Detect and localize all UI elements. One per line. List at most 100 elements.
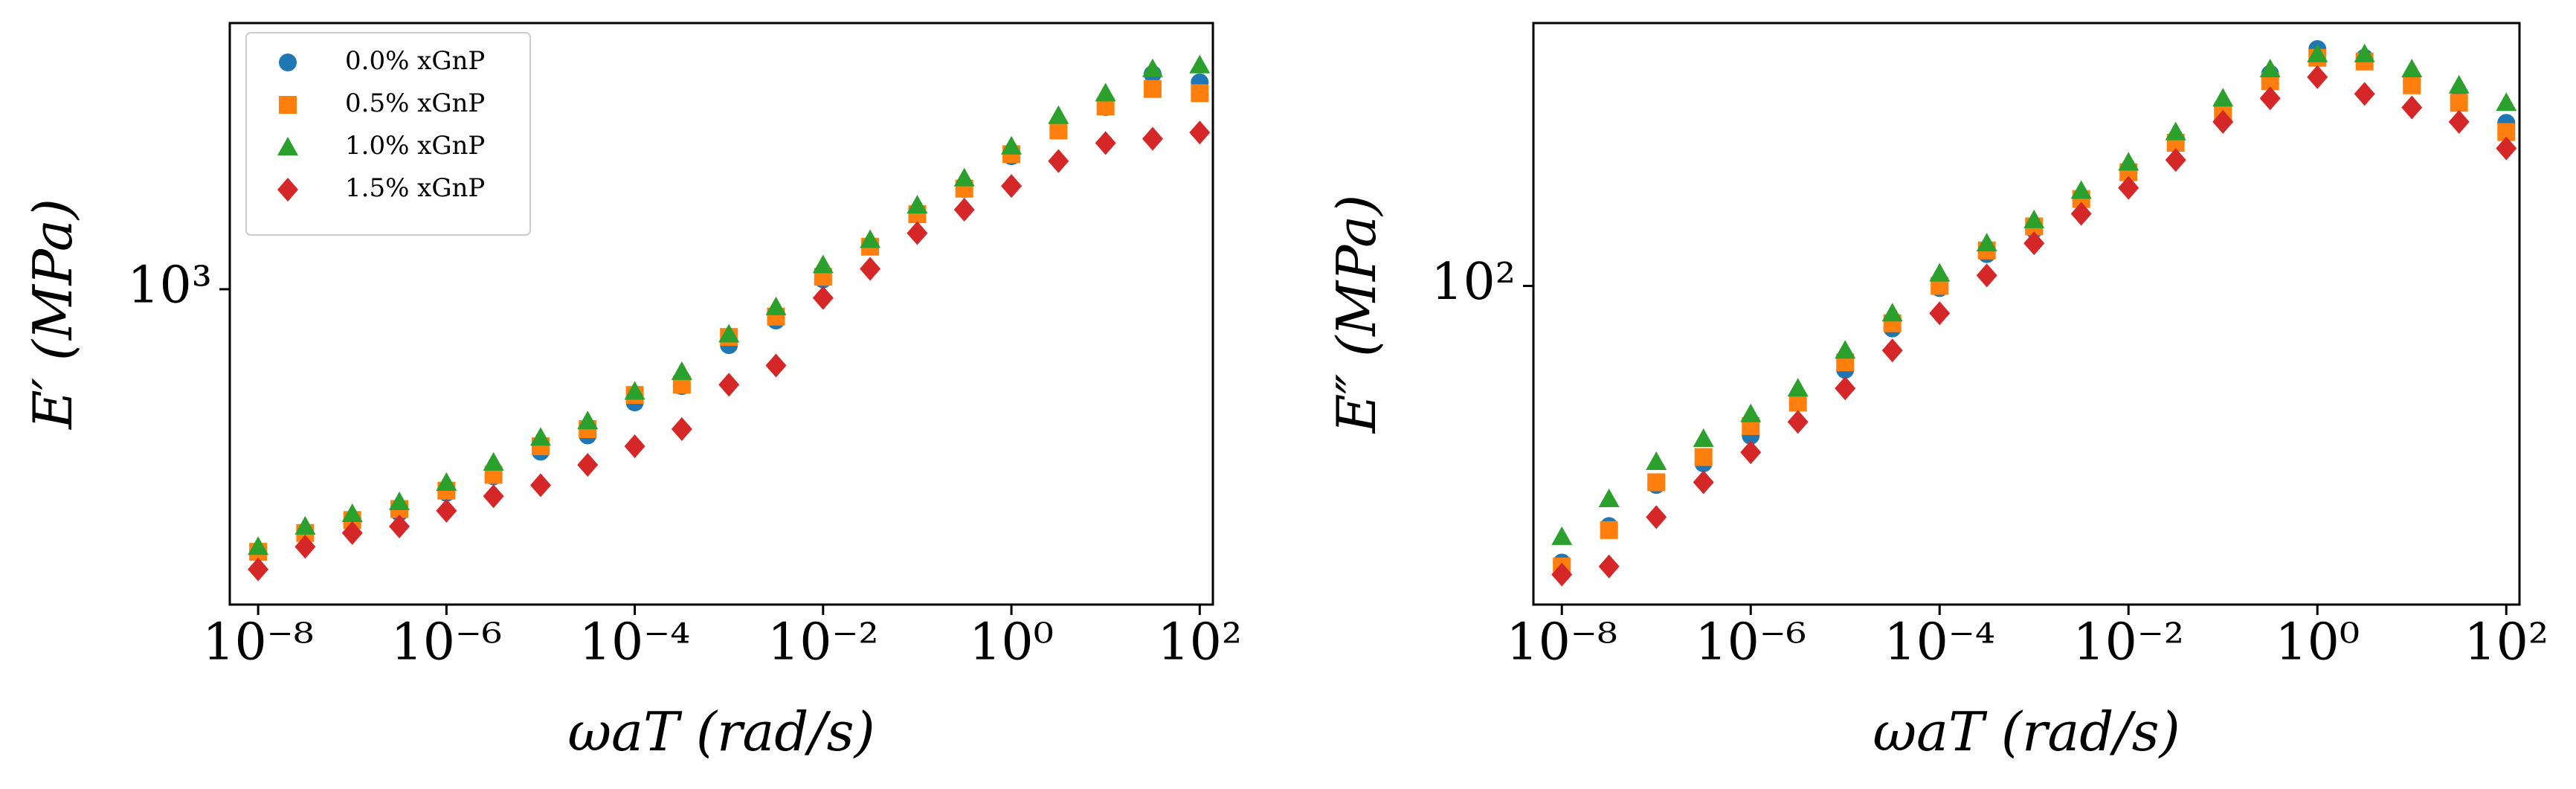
marker: [2354, 43, 2375, 62]
legend-label: 1.5% xGnP: [345, 173, 485, 203]
marker: [2212, 88, 2234, 107]
x-tick-label: 10⁻⁶: [391, 614, 503, 672]
marker: [2496, 92, 2517, 112]
marker: [860, 257, 881, 281]
x-tick-label: 10²: [2464, 614, 2548, 672]
marker: [718, 323, 740, 343]
marker: [577, 453, 599, 477]
marker: [671, 417, 692, 442]
marker: [2448, 109, 2470, 134]
marker: [907, 195, 928, 214]
marker: [294, 535, 316, 559]
marker: [2023, 209, 2045, 228]
marker: [2450, 94, 2468, 112]
marker: [1647, 473, 1666, 492]
marker: [2165, 148, 2186, 173]
marker: [277, 178, 298, 202]
marker: [341, 521, 363, 545]
marker: [436, 498, 457, 523]
marker: [389, 514, 410, 538]
y-axis-label: E″ (MPa): [1325, 195, 1388, 434]
marker: [1694, 448, 1713, 466]
marker: [1929, 263, 1951, 282]
x-tick-label: 10⁻⁸: [1506, 614, 1617, 672]
marker: [2496, 136, 2517, 161]
marker: [2401, 95, 2423, 120]
marker: [2403, 76, 2421, 94]
marker: [1600, 521, 1618, 539]
marker: [1142, 126, 1163, 151]
x-tick-label: 10⁻⁴: [1884, 614, 1995, 672]
plot-frame: [1532, 22, 2521, 606]
marker: [2118, 152, 2139, 171]
marker: [1646, 451, 1667, 471]
marker: [1881, 303, 1903, 322]
legend-label: 1.0% xGnP: [345, 131, 485, 161]
x-tick-label: 10²: [1157, 614, 1242, 672]
marker: [2307, 65, 2328, 89]
marker: [1049, 121, 1068, 140]
x-tick-label: 10⁻²: [2073, 614, 2184, 672]
marker: [2259, 58, 2281, 77]
marker: [718, 373, 740, 397]
marker: [248, 557, 269, 582]
marker: [765, 353, 787, 378]
marker: [1095, 83, 1116, 102]
marker: [2307, 43, 2328, 62]
marker: [1976, 233, 1997, 252]
marker: [671, 361, 692, 380]
marker: [483, 484, 504, 509]
x-tick-label: 10⁻⁶: [1695, 614, 1806, 672]
marker: [248, 536, 269, 555]
marker: [2118, 175, 2139, 200]
y-tick-label: 10³: [127, 256, 212, 315]
legend-label: 0.0% xGnP: [345, 46, 485, 76]
marker: [953, 198, 975, 222]
marker: [1048, 105, 1069, 124]
marker: [1598, 488, 1620, 507]
marker: [1740, 403, 1762, 422]
marker: [1189, 120, 1211, 145]
marker: [1001, 174, 1023, 199]
y-tick-label: 10²: [1431, 253, 1516, 312]
legend-label: 0.5% xGnP: [345, 88, 485, 118]
x-axis-label: ωaT (rad/s): [567, 701, 875, 763]
marker: [907, 221, 928, 245]
marker: [2212, 109, 2234, 134]
marker: [2070, 202, 2092, 226]
marker: [279, 96, 297, 114]
marker: [577, 410, 599, 430]
marker: [812, 286, 834, 310]
marker: [1835, 340, 1856, 359]
marker: [1646, 505, 1667, 529]
x-tick-label: 10⁻⁴: [579, 614, 691, 672]
marker: [1001, 135, 1023, 155]
marker: [2070, 180, 2092, 199]
marker: [1693, 428, 1714, 448]
marker: [2401, 58, 2423, 77]
marker: [277, 137, 298, 155]
marker: [2023, 231, 2045, 256]
marker: [1835, 376, 1856, 401]
marker: [1142, 58, 1163, 77]
marker: [1881, 338, 1903, 363]
marker: [483, 451, 504, 471]
x-axis-label: ωaT (rad/s): [1873, 701, 2180, 763]
marker: [624, 381, 645, 400]
marker: [1929, 301, 1951, 326]
marker: [2259, 86, 2281, 111]
x-tick-label: 10⁻⁸: [202, 614, 314, 672]
marker: [2448, 74, 2470, 94]
marker: [860, 229, 881, 248]
x-tick-label: 10⁰: [2275, 614, 2360, 672]
marker: [1095, 131, 1116, 155]
marker: [1787, 410, 1809, 434]
marker: [1788, 393, 1807, 412]
marker: [389, 491, 410, 510]
marker: [1551, 562, 1573, 587]
marker: [2354, 82, 2375, 106]
marker: [624, 434, 645, 459]
x-tick-label: 10⁰: [969, 614, 1054, 672]
marker: [2165, 121, 2186, 141]
